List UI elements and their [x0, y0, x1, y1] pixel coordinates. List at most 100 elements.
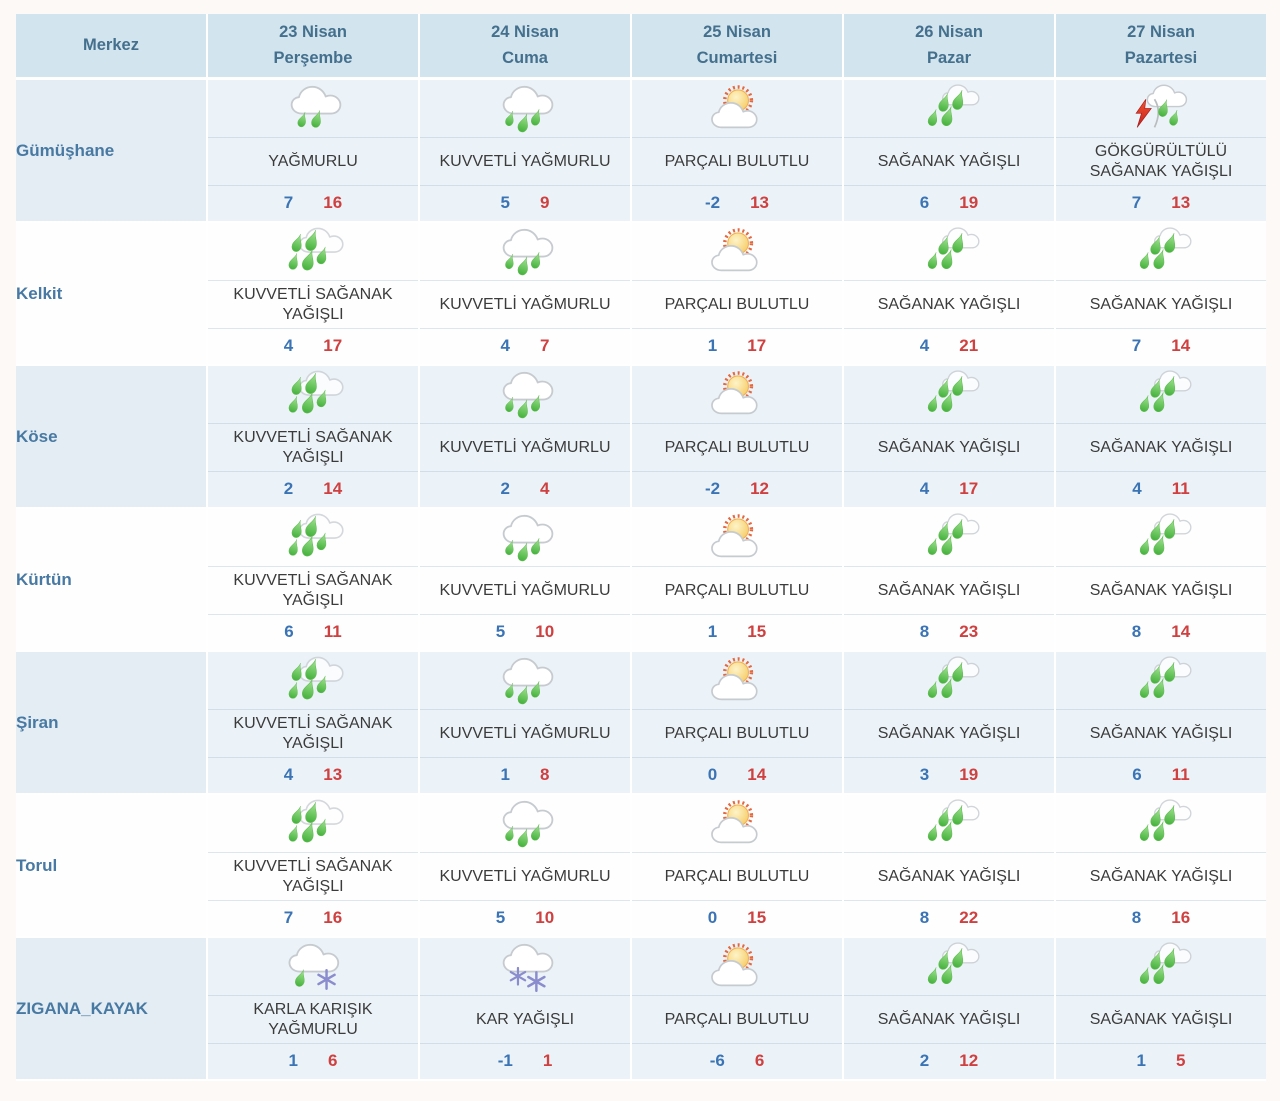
heavy-rain-icon	[487, 512, 563, 564]
forecast-cell: GÖKGÜRÜLTÜLÜ SAĞANAK YAĞIŞLI 7 13	[1054, 80, 1266, 223]
min-temp: 4	[500, 336, 510, 355]
max-temp: 11	[1171, 479, 1190, 498]
forecast-cell: KUVVETLİ YAĞMURLU 5 10	[418, 509, 630, 652]
showers-icon	[911, 226, 987, 278]
condition-label: KUVVETLİ YAĞMURLU	[420, 853, 630, 901]
day-weekday: Cumartesi	[696, 48, 778, 67]
min-temp: 2	[919, 1051, 930, 1070]
snow-icon	[487, 941, 563, 993]
min-temp: 0	[707, 908, 718, 927]
condition-label: SAĞANAK YAĞIŞLI	[844, 424, 1054, 472]
showers-icon	[1123, 369, 1199, 421]
weather-icon-shape	[927, 514, 979, 556]
showers-icon	[911, 83, 987, 135]
min-temp: 1	[1136, 1051, 1146, 1070]
weather-icon-shape	[292, 86, 341, 128]
condition-label: SAĞANAK YAĞIŞLI	[844, 567, 1054, 615]
day-weekday: Cuma	[502, 48, 548, 67]
weather-icon-shape	[712, 516, 757, 556]
min-temp: 5	[500, 193, 510, 212]
min-temp: 6	[284, 622, 294, 641]
max-temp: 17	[323, 336, 343, 355]
condition-label: KUVVETLİ SAĞANAK YAĞIŞLI	[208, 281, 418, 329]
forecast-cell: SAĞANAK YAĞIŞLI 4 17	[842, 366, 1054, 509]
condition-label: KUVVETLİ SAĞANAK YAĞIŞLI	[208, 424, 418, 472]
forecast-cell: KUVVETLİ SAĞANAK YAĞIŞLI 2 14	[206, 366, 418, 509]
day-weekday: Pazar	[926, 48, 972, 67]
condition-label: KAR YAĞIŞLI	[420, 996, 630, 1044]
max-temp: 16	[323, 908, 343, 927]
header-day: 24 Nisan Cuma	[418, 14, 630, 80]
showers-icon	[1123, 798, 1199, 850]
forecast-cell: KUVVETLİ YAĞMURLU 2 4	[418, 366, 630, 509]
max-temp: 14	[1171, 336, 1191, 355]
weather-icon-shape	[712, 659, 757, 699]
forecast-cell: YAĞMURLU 7 16	[206, 80, 418, 223]
forecast-cell: SAĞANAK YAĞIŞLI 6 19	[842, 80, 1054, 223]
max-temp: 12	[959, 1051, 979, 1070]
weather-icon-shape	[288, 228, 343, 271]
max-temp: 19	[959, 193, 979, 212]
max-temp: 21	[959, 336, 979, 355]
min-temp: 2	[283, 479, 294, 498]
weather-icon-shape	[504, 801, 553, 847]
condition-label: KUVVETLİ YAĞMURLU	[420, 710, 630, 758]
day-date: 27 Nisan	[1127, 22, 1195, 41]
showers-icon	[1123, 941, 1199, 993]
forecast-cell: SAĞANAK YAĞIŞLI 8 14	[1054, 509, 1266, 652]
condition-label: SAĞANAK YAĞIŞLI	[844, 996, 1054, 1044]
max-temp: 11	[1171, 765, 1190, 784]
forecast-cell: PARÇALI BULUTLU -6 6	[630, 938, 842, 1081]
forecast-cell: SAĞANAK YAĞIŞLI 2 12	[842, 938, 1054, 1081]
condition-label: SAĞANAK YAĞIŞLI	[1056, 424, 1266, 472]
weather-icon-shape	[927, 943, 979, 985]
condition-label: PARÇALI BULUTLU	[632, 996, 842, 1044]
heavy-rain-icon	[487, 655, 563, 707]
heavy-rain-icon	[487, 798, 563, 850]
condition-label: SAĞANAK YAĞIŞLI	[844, 138, 1054, 186]
forecast-cell: SAĞANAK YAĞIŞLI 6 11	[1054, 652, 1266, 795]
min-temp: 0	[707, 765, 718, 784]
weather-icon-shape	[288, 371, 343, 414]
header-merkez: Merkez	[16, 14, 206, 80]
condition-label: SAĞANAK YAĞIŞLI	[1056, 853, 1266, 901]
condition-label: PARÇALI BULUTLU	[632, 853, 842, 901]
showers-icon	[911, 512, 987, 564]
min-temp: 4	[283, 765, 294, 784]
weather-icon-shape	[1139, 943, 1191, 985]
max-temp: 15	[747, 908, 767, 927]
weather-icon-shape	[1139, 228, 1191, 270]
min-temp: 7	[283, 193, 294, 212]
header-day: 25 Nisan Cumartesi	[630, 14, 842, 80]
condition-label: KUVVETLİ YAĞMURLU	[420, 281, 630, 329]
max-temp: 15	[747, 622, 767, 641]
condition-label: PARÇALI BULUTLU	[632, 567, 842, 615]
showers-icon	[1123, 655, 1199, 707]
max-temp: 10	[535, 908, 555, 927]
max-temp: 19	[959, 765, 979, 784]
min-temp: 8	[919, 908, 930, 927]
city-row: Gümüşhane YAĞMURLU 7 16 KUVVETLİ YAĞMURL…	[16, 80, 1266, 223]
min-temp: 5	[495, 622, 506, 641]
forecast-cell: PARÇALI BULUTLU 1 15	[630, 509, 842, 652]
forecast-cell: SAĞANAK YAĞIŞLI 8 16	[1054, 795, 1266, 938]
forecast-cell: SAĞANAK YAĞIŞLI 7 14	[1054, 223, 1266, 366]
condition-label: YAĞMURLU	[208, 138, 418, 186]
forecast-cell: SAĞANAK YAĞIŞLI 4 11	[1054, 366, 1266, 509]
condition-label: PARÇALI BULUTLU	[632, 138, 842, 186]
weather-icon-shape	[712, 802, 757, 842]
heavy-showers-icon	[275, 369, 351, 421]
day-date: 26 Nisan	[915, 22, 983, 41]
min-temp: 3	[919, 765, 930, 784]
max-temp: 11	[323, 622, 342, 641]
min-temp: 7	[1131, 336, 1142, 355]
weather-icon-shape	[712, 87, 757, 127]
showers-icon	[1123, 512, 1199, 564]
condition-label: PARÇALI BULUTLU	[632, 424, 842, 472]
heavy-rain-icon	[487, 369, 563, 421]
showers-icon	[911, 798, 987, 850]
forecast-cell: KUVVETLİ YAĞMURLU 4 7	[418, 223, 630, 366]
weather-icon-shape	[927, 85, 979, 127]
city-label: Köse	[16, 366, 206, 509]
min-temp: 8	[1131, 622, 1142, 641]
